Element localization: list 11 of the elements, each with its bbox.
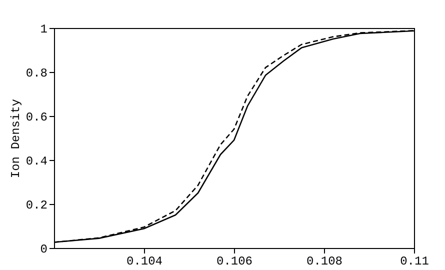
- x-tick-label: 0.108: [306, 254, 343, 268]
- x-tick-label: 0.106: [216, 254, 253, 268]
- y-axis-title: Ion Density: [8, 98, 23, 178]
- y-tick-label: 0.2: [26, 198, 48, 212]
- x-tick-label: 0.104: [126, 254, 163, 268]
- y-tick-label: 0.8: [26, 66, 48, 80]
- y-tick-label: 0: [40, 242, 48, 256]
- x-tick-label: 0.11: [400, 254, 429, 268]
- y-tick-label: 0.6: [26, 110, 48, 124]
- y-tick-label: 1: [40, 22, 48, 36]
- y-tick-label: 0.4: [26, 154, 48, 168]
